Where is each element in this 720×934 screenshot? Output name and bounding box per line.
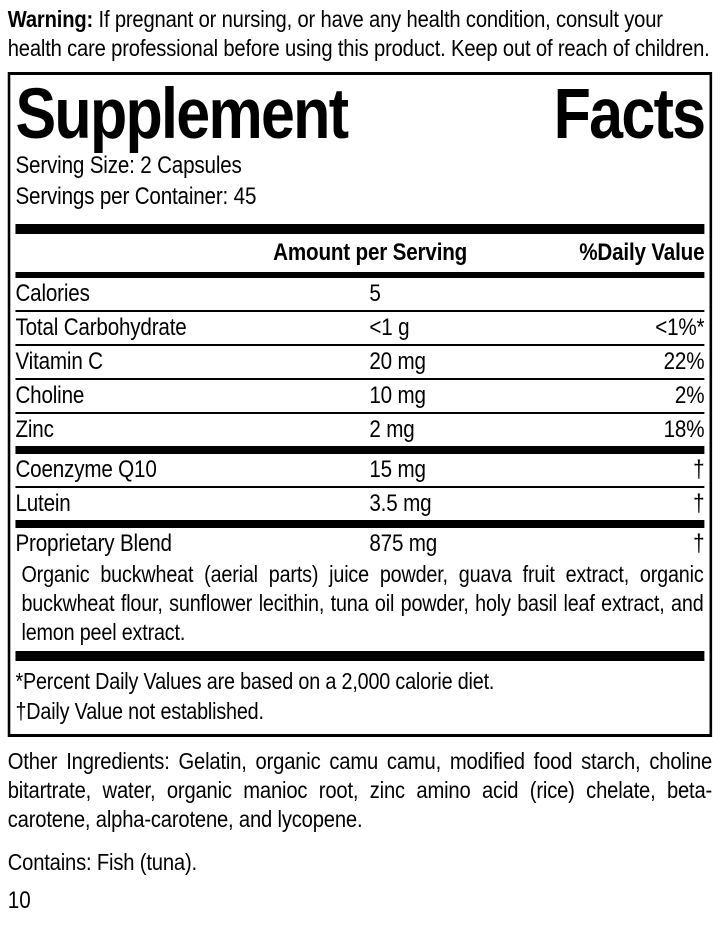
warning-text: If pregnant or nursing, or have any heal… — [7, 6, 710, 61]
nutrient-daily-value: 22% — [663, 348, 705, 375]
column-header-row: Amount per Serving %Daily Value — [15, 234, 704, 272]
divider-above-footnotes — [15, 651, 705, 661]
row-zinc: Zinc 2 mg 18% — [15, 412, 705, 446]
label-page: Warning: If pregnant or nursing, or have… — [7, 5, 713, 914]
divider-under-headers — [15, 272, 705, 278]
footnotes: *Percent Daily Values are based on a 2,0… — [15, 661, 704, 726]
nutrient-daily-value: 2% — [674, 382, 705, 409]
nutrient-amount: 3.5 mg — [369, 490, 432, 517]
panel-title-word-2: Facts — [553, 75, 706, 154]
row-lutein: Lutein 3.5 mg † — [15, 486, 705, 520]
warning-paragraph: Warning: If pregnant or nursing, or have… — [8, 5, 712, 63]
row-vitamin-c: Vitamin C 20 mg 22% — [15, 344, 705, 378]
nutrient-name: Proprietary Blend — [15, 530, 172, 557]
nutrient-name: Vitamin C — [15, 348, 103, 375]
nutrient-amount: 2 mg — [369, 416, 415, 443]
divider-thick-top — [15, 224, 705, 234]
row-total-carbohydrate: Total Carbohydrate <1 g <1%* — [15, 310, 705, 344]
warning-label: Warning: — [7, 6, 94, 32]
nutrient-amount: 875 mg — [369, 530, 438, 557]
nutrient-name: Calories — [15, 280, 90, 307]
row-choline: Choline 10 mg 2% — [15, 378, 705, 412]
servings-per-container: Servings per Container: 45 — [15, 183, 257, 210]
nutrient-name: Zinc — [15, 416, 54, 443]
nutrient-name: Total Carbohydrate — [15, 314, 187, 341]
page-number: 10 — [7, 887, 31, 914]
nutrient-name: Lutein — [15, 490, 71, 517]
other-ingredients: Other Ingredients: Gelatin, organic camu… — [7, 748, 713, 832]
panel-title: Supplement Facts — [15, 75, 706, 154]
nutrient-daily-value: † — [693, 490, 705, 517]
nutrient-amount: <1 g — [369, 314, 410, 341]
footnote-not-established: †Daily Value not established. — [15, 698, 264, 724]
nutrient-daily-value: † — [693, 530, 705, 557]
nutrient-daily-value: † — [693, 456, 705, 483]
divider-section-1 — [15, 446, 705, 454]
nutrient-name: Coenzyme Q10 — [15, 456, 157, 483]
divider-section-2 — [15, 520, 705, 528]
nutrient-amount: 20 mg — [369, 348, 426, 375]
nutrient-amount: 10 mg — [369, 382, 426, 409]
row-coenzyme-q10: Coenzyme Q10 15 mg † — [15, 454, 704, 486]
row-calories: Calories 5 — [15, 278, 704, 310]
nutrient-amount: 15 mg — [369, 456, 426, 483]
panel-title-word-1: Supplement — [15, 75, 349, 154]
serving-size: Serving Size: 2 Capsules — [15, 152, 242, 179]
nutrient-amount: 5 — [369, 280, 381, 307]
nutrient-rows-secondary: Coenzyme Q10 15 mg † Lutein 3.5 mg † — [15, 454, 705, 520]
supplement-facts-panel: Supplement Facts Serving Size: 2 Capsule… — [7, 72, 713, 737]
nutrient-name: Choline — [15, 382, 85, 409]
daily-value-header: %Daily Value — [579, 239, 705, 266]
allergen-statement: Contains: Fish (tuna). — [7, 849, 197, 875]
nutrient-daily-value: 18% — [663, 416, 705, 443]
amount-per-serving-header: Amount per Serving — [273, 239, 468, 266]
footnote-daily-values: *Percent Daily Values are based on a 2,0… — [15, 668, 495, 694]
row-proprietary-blend: Proprietary Blend 875 mg † — [15, 528, 704, 560]
proprietary-blend-description: Organic buckwheat (aerial parts) juice p… — [21, 561, 704, 645]
nutrient-rows-primary: Calories 5 Total Carbohydrate <1 g <1%* … — [15, 278, 705, 446]
nutrient-daily-value: <1%* — [655, 314, 705, 341]
